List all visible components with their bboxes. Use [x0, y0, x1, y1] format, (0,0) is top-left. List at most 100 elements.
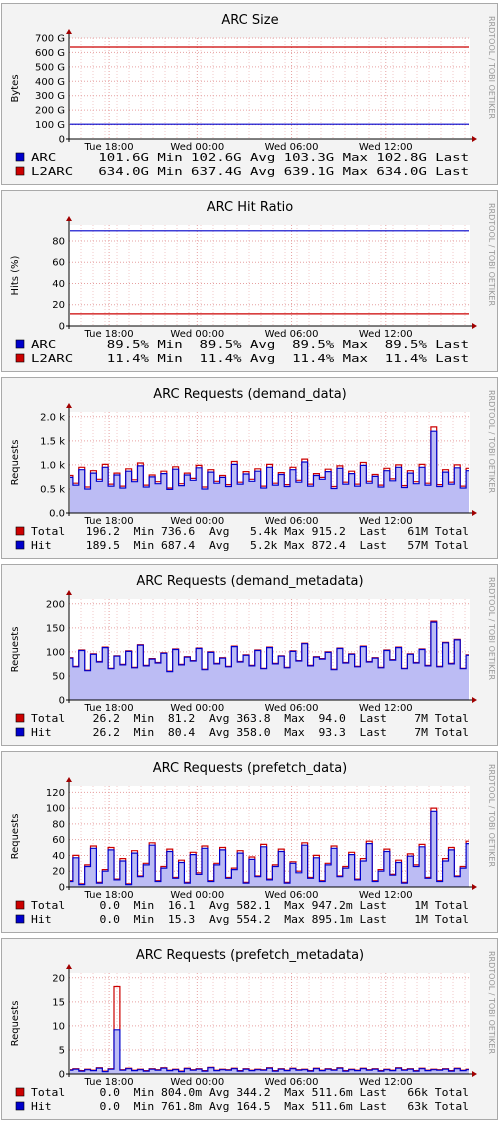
watermark: RRDTOOL / TOBI OETIKER: [487, 951, 496, 1054]
y-tick-label: 600 G: [35, 48, 65, 59]
y-axis-arrow: [66, 403, 72, 408]
legend-swatch-arc: [15, 339, 25, 349]
chart-panel-0: ARC Size Bytes RRDTOOL / TOBI OETIKER 0 100 …: [1, 3, 498, 185]
x-axis-arrow: [472, 323, 477, 329]
legend-swatch-total: [15, 1087, 25, 1097]
legend-swatch-total: [15, 526, 25, 536]
watermark: RRDTOOL / TOBI OETIKER: [487, 16, 496, 119]
x-tick-label: Tue 18:00: [84, 890, 134, 901]
y-tick-label: 120: [46, 788, 65, 799]
legend-entry-total: Total 26.2 Min 81.2 Avg 363.8 Max 94.0 L…: [31, 712, 469, 725]
legend-swatch-hit: [15, 727, 25, 737]
x-tick-label: Wed 12:00: [359, 703, 413, 714]
x-tick-label: Tue 18:00: [84, 516, 134, 527]
legend-entry-arc: ARC 101.6G Min 102.6G Avg 103.3G Max 102…: [31, 151, 469, 164]
y-tick-label: 150: [46, 623, 65, 634]
series-area-hit: [70, 811, 469, 887]
legend-entry-hit: Hit 189.5 Min 687.4 Avg 5.2k Max 872.4 L…: [31, 539, 469, 552]
y-tick-label: 0.0: [49, 509, 65, 520]
chart-panel-2: ARC Requests (demand_data) Requests RRDTOO…: [1, 377, 498, 559]
legend-swatch-total: [15, 713, 25, 723]
y-tick-label: 100 G: [35, 120, 65, 131]
legend-entry-hit: Hit 0.0 Min 761.8m Avg 164.5 Max 511.6m …: [31, 1100, 469, 1113]
series-line-hit: [70, 430, 469, 490]
watermark: RRDTOOL / TOBI OETIKER: [487, 203, 496, 306]
y-tick-label: 0: [59, 135, 65, 146]
series-line-hit: [70, 810, 469, 886]
y-tick-label: 400 G: [35, 77, 65, 88]
y-tick-label: 100: [46, 804, 65, 815]
chart-panel-4: ARC Requests (prefetch_data) Requests RRDT…: [1, 751, 498, 933]
x-tick-label: Wed 00:00: [170, 516, 224, 527]
x-tick-label: Wed 06:00: [265, 890, 319, 901]
y-tick-label: 60: [52, 258, 65, 269]
y-axis-label: Hits (%): [10, 255, 21, 295]
y-axis-arrow: [66, 29, 72, 34]
y-tick-label: 200 G: [35, 106, 65, 117]
y-axis-label: Bytes: [10, 74, 21, 102]
legend-entry-total: Total 0.0 Min 804.0m Avg 344.2 Max 511.6…: [31, 1086, 469, 1099]
x-tick-label: Wed 06:00: [265, 516, 319, 527]
x-axis-arrow: [472, 697, 477, 703]
chart-title: ARC Hit Ratio: [207, 200, 294, 215]
chart-svg: ARC Requests (prefetch_metadata) Requests…: [10, 948, 496, 1113]
y-tick-label: 60: [52, 835, 65, 846]
chart-panel-5: ARC Requests (prefetch_metadata) Requests…: [1, 938, 498, 1120]
y-axis-label: Requests: [10, 814, 21, 860]
chart-title: ARC Requests (demand_metadata): [136, 574, 363, 589]
y-tick-label: 40: [52, 279, 65, 290]
y-tick-label: 200: [46, 599, 65, 610]
legend-entry-total: Total 196.2 Min 736.6 Avg 5.4k Max 915.2…: [31, 525, 469, 538]
legend-swatch-total: [15, 900, 25, 910]
chart-panel-3: ARC Requests (demand_metadata) Requests RR…: [1, 564, 498, 746]
y-tick-label: 20: [52, 300, 65, 311]
x-tick-label: Wed 00:00: [170, 1077, 224, 1088]
y-tick-label: 100: [46, 647, 65, 658]
chart-title: ARC Requests (demand_data): [153, 387, 347, 402]
x-tick-label: Wed 06:00: [265, 1077, 319, 1088]
plot-area: [69, 38, 470, 139]
x-tick-label: Wed 12:00: [359, 142, 413, 153]
x-tick-label: Wed 00:00: [170, 890, 224, 901]
y-tick-label: 0: [59, 1070, 65, 1081]
chart-svg: ARC Size Bytes RRDTOOL / TOBI OETIKER 0 100 …: [10, 13, 496, 178]
x-tick-label: Tue 18:00: [84, 329, 134, 340]
y-tick-label: 20: [52, 867, 65, 878]
watermark: RRDTOOL / TOBI OETIKER: [487, 577, 496, 680]
x-tick-label: Wed 00:00: [170, 703, 224, 714]
plot-area: [69, 973, 470, 1074]
y-tick-label: 80: [52, 236, 65, 247]
series-line-hit: [70, 621, 469, 673]
y-tick-label: 15: [52, 997, 65, 1008]
y-axis-arrow: [66, 964, 72, 969]
y-tick-label: 0: [59, 322, 65, 333]
x-tick-label: Wed 12:00: [359, 890, 413, 901]
x-tick-label: Wed 06:00: [265, 142, 319, 153]
legend-entry-hit: Hit 26.2 Min 80.4 Avg 358.0 Max 93.3 Las…: [31, 726, 469, 739]
series-line-hit: [70, 1029, 469, 1073]
y-tick-label: 5: [59, 1045, 65, 1056]
x-tick-label: Wed 00:00: [170, 142, 224, 153]
y-axis-label: Requests: [10, 1001, 21, 1047]
chart-svg: ARC Requests (demand_data) Requests RRDTOO…: [10, 387, 496, 552]
y-tick-label: 10: [52, 1021, 65, 1032]
chart-panel-1: ARC Hit Ratio Hits (%) RRDTOOL / TOBI OETI…: [1, 190, 498, 372]
y-axis-label: Requests: [10, 627, 21, 673]
legend-entry-hit: Hit 0.0 Min 15.3 Avg 554.2 Max 895.1m La…: [31, 913, 469, 926]
y-axis-label: Requests: [10, 440, 21, 486]
x-axis-arrow: [472, 510, 477, 516]
x-tick-label: Tue 18:00: [84, 1077, 134, 1088]
y-tick-label: 300 G: [35, 91, 65, 102]
legend-swatch-hit: [15, 1101, 25, 1111]
series-area-hit: [70, 622, 469, 700]
x-tick-label: Wed 06:00: [265, 703, 319, 714]
legend-entry-arc: ARC 89.5% Min 89.5% Avg 89.5% Max 89.5% …: [31, 338, 469, 351]
y-axis-arrow: [66, 216, 72, 221]
x-tick-label: Wed 00:00: [170, 329, 224, 340]
x-tick-label: Wed 12:00: [359, 329, 413, 340]
legend-swatch-hit: [15, 914, 25, 924]
y-tick-label: 0: [59, 883, 65, 894]
chart-svg: ARC Hit Ratio Hits (%) RRDTOOL / TOBI OETI…: [10, 200, 496, 365]
y-tick-label: 40: [52, 851, 65, 862]
legend-entry-l2arc: L2ARC 634.0G Min 637.4G Avg 639.1G Max 6…: [31, 165, 469, 178]
